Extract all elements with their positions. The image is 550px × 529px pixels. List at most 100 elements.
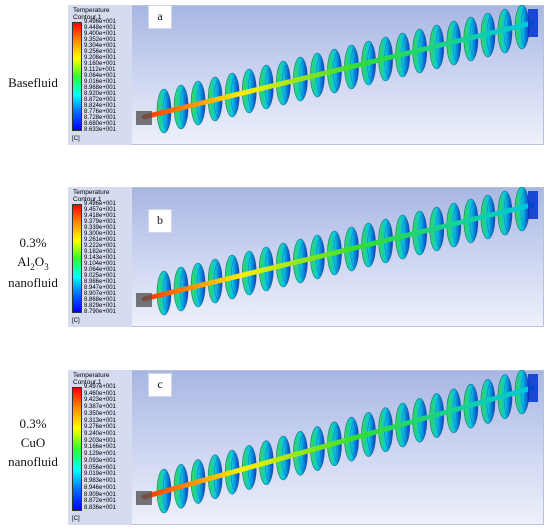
legend-subtitle-text: Contour 1: [73, 14, 102, 21]
row-label-line: nanofluid: [8, 275, 58, 290]
legend-tick-label: 9.222e+001: [84, 243, 116, 249]
legend-tick-label: 8.909e+001: [84, 491, 116, 498]
legend-tick-label: 8.983e+001: [84, 478, 116, 485]
legend-tick-label: 8.633e+001: [84, 127, 116, 133]
colorbar: [72, 22, 82, 131]
legend-tick-label: 9.025e+001: [84, 273, 116, 279]
legend: Temperature Contour 1 9.496e+001 9.448e+0…: [68, 5, 132, 145]
legend-tick-label: 9.387e+001: [84, 404, 116, 411]
row-label-line: 0.3%: [19, 235, 47, 250]
legend-tick-label: 8.872e+001: [84, 498, 116, 505]
legend-unit: [C]: [72, 318, 80, 324]
formula-sub-3: 3: [44, 262, 49, 272]
legend-tick-label: 9.240e+001: [84, 431, 116, 438]
legend-tick-label: 9.496e+001: [84, 201, 116, 207]
legend-tick-label: 9.339e+001: [84, 225, 116, 231]
legend-title: Temperature Contour 1: [73, 189, 110, 203]
legend-ticks: 9.496e+001 9.448e+001 9.400e+001 9.352e+001…: [84, 19, 130, 133]
heat-exchanger-geometry: [136, 187, 538, 316]
heat-exchanger-geometry: [136, 370, 538, 514]
legend-tick-label: 9.457e+001: [84, 207, 116, 213]
row-label-line: CuO: [20, 435, 46, 450]
legend-tick-label: 9.313e+001: [84, 417, 116, 424]
heat-exchanger-geometry: [136, 5, 538, 134]
inlet-end: [136, 491, 152, 505]
legend-title-text: Temperature: [73, 7, 110, 14]
row-label-basefluid: Basefluid: [0, 73, 66, 92]
legend-tick-label: 9.104e+001: [84, 261, 116, 267]
legend-unit: [C]: [72, 516, 80, 522]
row-label-formula: Al2O3: [0, 252, 66, 273]
formula-o: O: [34, 254, 45, 269]
legend-tick-label: 9.423e+001: [84, 397, 116, 404]
core-tube: [141, 20, 535, 120]
legend-tick-label: 8.868e+001: [84, 297, 116, 303]
legend-tick-label: 8.680e+001: [84, 121, 116, 127]
legend-tick-label: 9.182e+001: [84, 249, 116, 255]
contour-panel-c: Temperature Contour 1 9.497e+001 9.460e+0…: [68, 370, 544, 525]
legend-tick-label: 9.093e+001: [84, 457, 116, 464]
legend-tick-label: 9.300e+001: [84, 231, 116, 237]
legend-tick-label: 8.824e+001: [84, 103, 116, 109]
legend-tick-label: 9.160e+001: [84, 61, 116, 67]
legend: Temperature Contour 1 9.497e+001 9.460e+0…: [68, 370, 132, 525]
legend-tick-label: 9.208e+001: [84, 55, 116, 61]
legend-tick-label: 8.829e+001: [84, 303, 116, 309]
legend-tick-label: 8.776e+001: [84, 109, 116, 115]
legend-tick-label: 9.129e+001: [84, 451, 116, 458]
legend-tick-label: 9.460e+001: [84, 390, 116, 397]
panel-letter: b: [148, 209, 172, 233]
formula-sub-2: 2: [30, 262, 35, 272]
legend-title-text: Temperature: [73, 372, 110, 379]
legend-tick-label: 9.203e+001: [84, 437, 116, 444]
panel-letter: c: [148, 373, 172, 397]
legend-title-text: Temperature: [73, 189, 110, 196]
legend-tick-label: 9.166e+001: [84, 444, 116, 451]
legend-title: Temperature Contour 1: [73, 7, 110, 21]
legend-tick-label: 8.836e+001: [84, 504, 116, 511]
legend-tick-label: 9.379e+001: [84, 219, 116, 225]
legend-unit: [C]: [72, 136, 80, 142]
legend-tick-label: 9.304e+001: [84, 43, 116, 49]
legend-tick-label: 8.872e+001: [84, 97, 116, 103]
inlet-end: [136, 111, 152, 125]
legend-tick-label: 9.112e+001: [84, 67, 116, 73]
outlet-end: [528, 191, 538, 219]
panel-letter: a: [148, 5, 172, 29]
legend-tick-label: 9.418e+001: [84, 213, 116, 219]
colorbar: [72, 204, 82, 313]
legend-tick-label: 9.350e+001: [84, 410, 116, 417]
outlet-end: [528, 374, 538, 402]
legend-ticks: 9.496e+001 9.457e+001 9.418e+001 9.379e+001…: [84, 201, 130, 315]
legend-tick-label: 9.064e+001: [84, 267, 116, 273]
legend-tick-label: 8.968e+001: [84, 85, 116, 91]
legend-ticks: 9.497e+001 9.460e+001 9.423e+001 9.387e+001…: [84, 384, 130, 511]
legend-tick-label: 8.986e+001: [84, 279, 116, 285]
legend-tick-label: 8.946e+001: [84, 484, 116, 491]
outlet-end: [528, 9, 538, 37]
legend-tick-label: 9.064e+001: [84, 73, 116, 79]
legend-tick-label: 9.496e+001: [84, 19, 116, 25]
legend-tick-label: 9.497e+001: [84, 384, 116, 390]
row-label-line: Basefluid: [8, 75, 58, 90]
legend-tick-label: 9.056e+001: [84, 464, 116, 471]
colorbar: [72, 387, 82, 511]
legend-tick-label: 8.728e+001: [84, 115, 116, 121]
legend-tick-label: 9.400e+001: [84, 31, 116, 37]
legend-subtitle-text: Contour 1: [73, 196, 102, 203]
legend-tick-label: 8.907e+001: [84, 291, 116, 297]
core-tube: [141, 385, 535, 500]
legend-tick-label: 9.016e+001: [84, 79, 116, 85]
row-label-line: nanofluid: [8, 454, 58, 469]
legend-title: Temperature Contour 1: [73, 372, 110, 386]
legend-subtitle-text: Contour 1: [73, 379, 102, 386]
formula-al: Al: [17, 254, 31, 269]
legend-tick-label: 9.448e+001: [84, 25, 116, 31]
legend-tick-label: 9.352e+001: [84, 37, 116, 43]
row-label-al2o3: 0.3% Al2O3 nanofluid: [0, 233, 66, 292]
legend-tick-label: 9.019e+001: [84, 471, 116, 478]
legend-tick-label: 8.947e+001: [84, 285, 116, 291]
contour-panel-a: Temperature Contour 1 9.496e+001 9.448e+0…: [68, 5, 544, 145]
row-label-line: 0.3%: [19, 416, 47, 431]
legend-tick-label: 9.143e+001: [84, 255, 116, 261]
